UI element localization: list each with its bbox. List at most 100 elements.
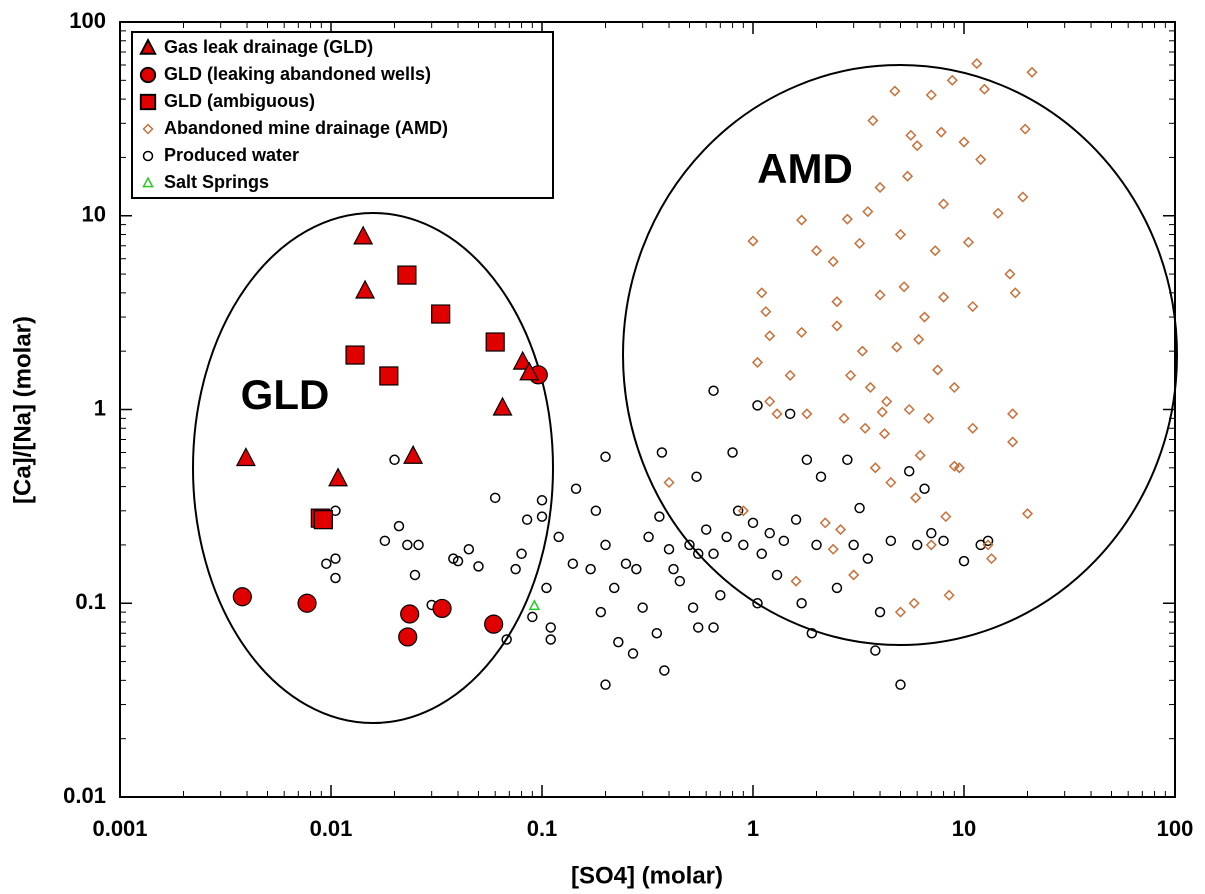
legend-label: Abandoned mine drainage (AMD) [164,118,448,138]
point [903,403,915,416]
point [727,447,738,458]
legend-marker [139,38,157,55]
point [656,447,668,458]
point [894,228,907,241]
point [784,369,796,381]
y-axis-label: [Ca]/[Na] (molar) [9,316,36,504]
point [519,361,540,381]
point [328,467,349,487]
point [708,385,719,396]
point [1017,191,1029,203]
point [764,395,776,408]
point [834,524,847,536]
point [484,614,504,634]
legend-marker [142,123,154,135]
point [784,408,796,420]
point [946,74,958,86]
point [918,311,931,323]
gld-ellipse [192,212,554,724]
point [721,531,732,543]
point [595,606,607,618]
point [876,406,888,418]
point [810,245,823,257]
point [590,505,602,517]
point [958,136,970,148]
point [330,553,341,564]
point [521,514,533,525]
point [345,345,365,365]
point [432,598,452,619]
legend-label: Salt Springs [164,172,269,192]
point [838,412,850,424]
point [923,412,935,424]
point [600,539,611,551]
point [747,235,759,247]
point [321,558,332,569]
point [463,543,475,555]
point [737,505,749,517]
amd-ellipse [622,64,1178,646]
point [831,320,843,332]
annotation: AMD [757,145,853,192]
point [982,539,994,551]
point [485,332,505,352]
point [668,563,679,575]
point [1007,408,1019,420]
point [827,256,839,268]
point [431,304,451,324]
x-tick-label: 1 [747,816,759,841]
point [545,634,556,645]
point [473,561,484,572]
point [937,291,950,303]
point [760,306,772,318]
point [297,593,317,613]
point [756,287,768,299]
point [801,454,813,466]
point [738,539,749,551]
point [926,527,937,539]
point [536,495,548,506]
x-tick-label: 0.01 [310,816,353,841]
point [528,599,541,611]
point [398,627,418,647]
point [925,89,937,101]
legend-marker [139,66,157,84]
point [637,602,648,613]
x-tick-label: 100 [1157,816,1194,841]
point [867,114,879,127]
point [914,449,926,461]
point [801,408,813,420]
point [962,236,975,248]
point [379,366,399,386]
point [756,548,767,560]
x-tick-label: 0.1 [527,816,558,841]
point [400,604,420,624]
point [938,535,949,547]
point [831,582,843,594]
point [908,597,920,609]
point [958,555,970,567]
point [862,206,874,218]
point [492,396,513,416]
point [553,531,564,543]
point [708,622,719,633]
point [982,535,994,547]
point [967,300,979,313]
point [898,281,910,293]
point [692,622,704,633]
point [771,569,783,581]
point [913,333,925,345]
legend-marker [142,176,154,188]
point [778,535,790,547]
point [874,181,886,193]
y-tick-label: 0.1 [75,589,106,614]
point [889,85,901,97]
point [379,535,391,547]
point [489,492,501,504]
point [910,492,922,504]
point [1026,66,1038,78]
annotation: GLD [241,371,330,418]
point [985,553,998,565]
point [862,553,874,564]
